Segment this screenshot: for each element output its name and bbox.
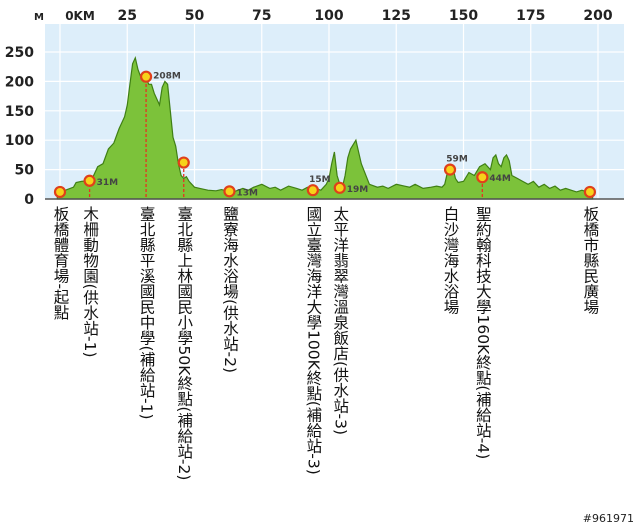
station-marker	[83, 174, 96, 187]
elevation-data-label: 208M	[153, 72, 181, 82]
x-tick-label: 150	[449, 8, 478, 24]
x-tick-label: 125	[382, 8, 411, 24]
station-label: 聖約翰科技大學160K終點(補給站-4)	[473, 206, 492, 460]
y-tick-label: 0	[24, 192, 34, 208]
station-name: 板橋體育場-起點	[51, 206, 70, 321]
x-tick-label: 175	[516, 8, 545, 24]
station-label: 國立臺灣海洋大學100K終點(補給站-3)	[304, 206, 323, 475]
station-marker	[443, 163, 457, 176]
elevation-data-label: 31M	[97, 178, 119, 188]
elevation-data-label: 44M	[489, 174, 511, 184]
y-tick-label: 50	[15, 163, 35, 179]
station-label: 木柵動物園(供水站-1)	[81, 206, 100, 358]
station-name: 臺北縣上林國民小學50K終點(補給站-2)	[175, 206, 194, 481]
x-tick-label: 25	[118, 8, 137, 24]
elevation-chart: 0 50 100 150 200 250 M 0KM 25 50 75 100 125 150 175 200…	[5, 8, 624, 208]
station-name: 國立臺灣海洋大學100K終點(補給站-3)	[304, 206, 323, 475]
y-tick-label: 200	[5, 74, 34, 90]
station-name: 臺北縣平溪國民中學(補給站-1)	[137, 206, 156, 420]
y-tick-label: 100	[5, 133, 34, 149]
station-label: 板橋市縣民廣場	[581, 206, 600, 315]
x-tick-label: 100	[314, 8, 343, 24]
x-tick-label: 0KM	[65, 9, 95, 23]
station-marker	[53, 185, 67, 199]
station-name: 板橋市縣民廣場	[581, 206, 600, 315]
elevation-data-label: 19M	[347, 185, 369, 195]
station-labels: 板橋體育場-起點 木柵動物園(供水站-1) 臺北縣平溪國民中學(補給站-1) 臺北縣上…	[0, 206, 640, 506]
station-marker	[333, 181, 346, 194]
station-name: 太平洋翡翠灣溫泉飯店(供水站-3)	[331, 206, 350, 436]
y-tick-label: 150	[5, 104, 34, 120]
station-label: 白沙灣海水浴場	[441, 206, 460, 315]
station-marker	[583, 185, 597, 199]
station-marker	[223, 185, 236, 198]
y-unit-label: M	[34, 12, 44, 23]
station-marker	[177, 156, 190, 169]
elevation-data-label: 13M	[236, 188, 258, 198]
station-label: 臺北縣上林國民小學50K終點(補給站-2)	[175, 206, 194, 481]
station-name: 白沙灣海水浴場	[441, 206, 460, 315]
elevation-data-label: 59M	[446, 155, 468, 165]
y-tick-label: 250	[5, 45, 34, 61]
x-tick-label: 75	[252, 8, 271, 24]
watermark: #961971	[582, 512, 634, 525]
station-name: 木柵動物園(供水站-1)	[81, 206, 100, 358]
station-marker	[139, 70, 153, 83]
x-tick-label: 50	[185, 8, 205, 24]
station-marker	[476, 171, 489, 184]
x-tick-label: 200	[583, 8, 612, 24]
station-label: 板橋體育場-起點	[51, 206, 70, 321]
station-marker	[306, 184, 319, 197]
station-name: 聖約翰科技大學160K終點(補給站-4)	[473, 206, 492, 460]
station-label: 鹽寮海水浴場(供水站-2)	[220, 206, 239, 374]
station-label: 太平洋翡翠灣溫泉飯店(供水站-3)	[331, 206, 350, 436]
station-name: 鹽寮海水浴場(供水站-2)	[220, 206, 239, 374]
elevation-data-label: 15M	[309, 175, 331, 185]
station-label: 臺北縣平溪國民中學(補給站-1)	[137, 206, 156, 420]
